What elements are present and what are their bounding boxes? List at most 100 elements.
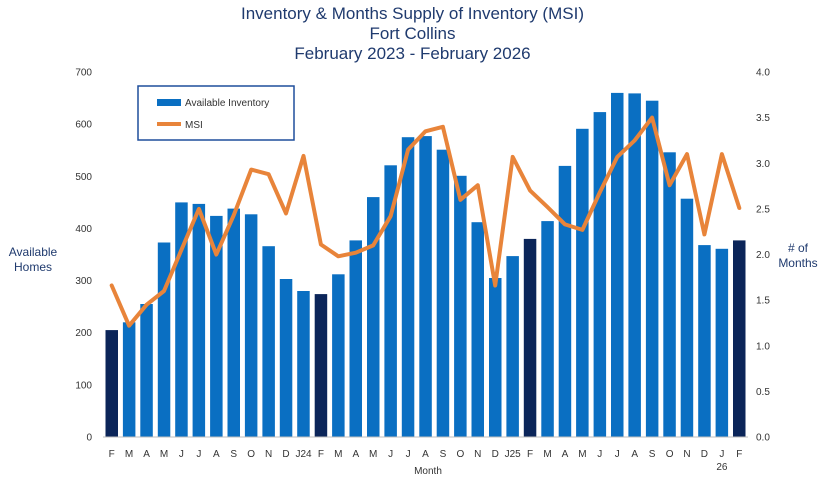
bar-0 bbox=[105, 330, 118, 437]
bar-32 bbox=[663, 152, 676, 438]
bar-30 bbox=[628, 93, 641, 438]
x-tick-label: S bbox=[230, 449, 237, 460]
bar-12 bbox=[314, 294, 328, 437]
bar-5 bbox=[192, 203, 206, 437]
y-tick-label: 200 bbox=[75, 328, 92, 339]
bar-14 bbox=[349, 240, 362, 437]
chart-title-line2: Fort Collins bbox=[369, 24, 456, 43]
x-tick-label: M bbox=[578, 449, 586, 460]
bar-10 bbox=[279, 279, 293, 437]
x-tick-label: J bbox=[615, 449, 620, 460]
x-tick-label: O bbox=[666, 449, 674, 460]
x-tick-label: O bbox=[457, 449, 465, 460]
x-tick-sublabel: 26 bbox=[716, 462, 728, 473]
bar-23 bbox=[506, 256, 519, 437]
x-tick-label: D bbox=[492, 449, 499, 460]
y-tick-label: 600 bbox=[75, 120, 92, 131]
bar-35 bbox=[715, 248, 729, 437]
x-tick-label: M bbox=[369, 449, 377, 460]
y2-tick-label: 3.5 bbox=[756, 113, 770, 124]
y-tick-label: 300 bbox=[75, 276, 92, 287]
bar-18 bbox=[419, 136, 432, 437]
y2-tick-label: 3.0 bbox=[756, 159, 770, 170]
bar-29 bbox=[611, 92, 624, 438]
bar-33 bbox=[680, 198, 694, 437]
x-tick-label: J25 bbox=[505, 449, 522, 460]
y-tick-label: 0 bbox=[86, 433, 92, 444]
y-tick-label: 700 bbox=[75, 68, 92, 79]
bar-8 bbox=[244, 214, 258, 437]
legend-bar-swatch bbox=[157, 99, 181, 106]
x-tick-label: N bbox=[265, 449, 272, 460]
bar-13 bbox=[332, 274, 345, 437]
bar-36 bbox=[733, 240, 746, 437]
y2-axis-label: # of Months bbox=[778, 241, 817, 270]
bar-6 bbox=[210, 215, 223, 437]
x-tick-label: A bbox=[562, 449, 569, 460]
x-tick-label: N bbox=[683, 449, 690, 460]
bar-34 bbox=[698, 245, 711, 437]
y2-tick-label: 4.0 bbox=[756, 68, 770, 79]
chart-subtitle: February 2023 - February 2026 bbox=[294, 44, 531, 63]
x-axis-label: Month bbox=[414, 466, 442, 477]
x-tick-label: M bbox=[125, 449, 133, 460]
x-tick-label: A bbox=[422, 449, 429, 460]
y2-tick-label: 1.5 bbox=[756, 296, 770, 307]
x-tick-label: A bbox=[213, 449, 220, 460]
y2-axis-ticks: 0.0 0.5 1.0 1.5 2.0 2.5 3.0 3.5 4.0 bbox=[756, 68, 770, 444]
bar-26 bbox=[558, 165, 572, 437]
y-tick-label: 500 bbox=[75, 172, 92, 183]
y-axis-ticks: 0 100 200 300 400 500 600 700 bbox=[75, 68, 92, 444]
y2-tick-label: 2.0 bbox=[756, 250, 770, 261]
chart-title: Inventory & Months Supply of Inventory (… bbox=[241, 4, 584, 23]
y2-tick-label: 0.0 bbox=[756, 433, 770, 444]
bar-7 bbox=[227, 208, 240, 437]
y-axis-label: Available Homes bbox=[9, 245, 58, 274]
legend-bar-label: Available Inventory bbox=[185, 98, 269, 109]
legend-line-label: MSI bbox=[185, 120, 203, 131]
x-tick-label: J bbox=[179, 449, 184, 460]
x-tick-label: S bbox=[440, 449, 447, 460]
bar-20 bbox=[454, 175, 467, 438]
y-tick-label: 100 bbox=[75, 380, 92, 391]
x-tick-label: D bbox=[701, 449, 708, 460]
bar-27 bbox=[576, 128, 589, 438]
y2-tick-label: 1.0 bbox=[756, 341, 770, 352]
x-tick-label: O bbox=[247, 449, 255, 460]
legend-box bbox=[137, 85, 295, 141]
x-axis-ticks: F M A M J J A S O N D J24 F M A M J J A S O N D J25 F M A M J J A S O N D J… bbox=[109, 449, 743, 473]
bar-15 bbox=[367, 197, 380, 437]
x-tick-label: J bbox=[597, 449, 602, 460]
bar-25 bbox=[541, 221, 554, 437]
bar-9 bbox=[262, 246, 275, 437]
y-tick-label: 400 bbox=[75, 224, 92, 235]
bar-3 bbox=[157, 242, 171, 437]
bar-series bbox=[105, 92, 746, 438]
bar-22 bbox=[489, 278, 502, 437]
bar-17 bbox=[401, 137, 415, 437]
x-tick-label: J bbox=[719, 449, 724, 460]
bar-21 bbox=[471, 222, 484, 437]
bar-24 bbox=[523, 238, 537, 437]
bar-11 bbox=[297, 291, 310, 437]
x-tick-label: M bbox=[160, 449, 168, 460]
bar-1 bbox=[122, 322, 136, 437]
x-tick-label: A bbox=[352, 449, 359, 460]
y2-tick-label: 0.5 bbox=[756, 387, 770, 398]
bar-19 bbox=[436, 149, 450, 437]
x-tick-label: D bbox=[282, 449, 289, 460]
x-tick-label: J bbox=[406, 449, 411, 460]
bar-2 bbox=[140, 304, 153, 437]
bar-31 bbox=[645, 100, 659, 437]
x-tick-label: S bbox=[649, 449, 656, 460]
x-tick-label: F bbox=[527, 449, 533, 460]
x-tick-label: A bbox=[143, 449, 150, 460]
x-tick-label: M bbox=[543, 449, 551, 460]
x-tick-label: F bbox=[109, 449, 115, 460]
bar-28 bbox=[593, 112, 607, 437]
x-tick-label: A bbox=[631, 449, 638, 460]
x-tick-label: J24 bbox=[295, 449, 312, 460]
x-tick-label: M bbox=[334, 449, 342, 460]
x-tick-label: J bbox=[196, 449, 201, 460]
